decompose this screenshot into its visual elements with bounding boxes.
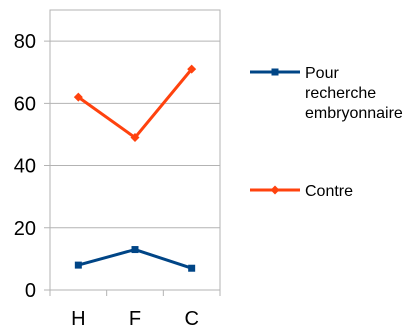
x-tick-label: C <box>184 308 198 327</box>
legend-label: recherche <box>305 85 376 102</box>
data-point <box>188 264 196 272</box>
data-point <box>187 64 197 74</box>
legend: Pour recherche embryonnaire Contre <box>250 65 403 200</box>
data-point <box>130 133 140 143</box>
legend-marker <box>270 185 280 195</box>
legend-label: Contre <box>305 183 353 200</box>
x-tick-label: F <box>129 308 141 327</box>
data-point <box>131 246 139 254</box>
series-group <box>73 64 197 272</box>
legend-marker <box>271 68 279 76</box>
series-0 <box>74 246 196 272</box>
data-point <box>74 261 82 269</box>
legend-label: Pour <box>305 65 339 82</box>
y-tick-label: 60 <box>14 93 36 115</box>
legend-label: embryonnaire <box>305 105 403 122</box>
y-axis-tick-labels: 0 20 40 60 80 <box>14 31 36 302</box>
plot-area <box>49 9 221 291</box>
legend-entry: Pour recherche embryonnaire <box>250 65 403 122</box>
data-point <box>73 92 83 102</box>
y-tick-label: 80 <box>14 31 36 53</box>
series-1 <box>73 64 197 143</box>
legend-entry: Contre <box>250 183 353 200</box>
x-tick-marks <box>49 290 221 296</box>
x-tick-label: H <box>71 308 85 327</box>
y-tick-label: 40 <box>14 156 36 178</box>
y-tick-label: 20 <box>14 218 36 240</box>
y-tick-label: 0 <box>25 280 36 302</box>
grid-lines <box>44 40 220 291</box>
